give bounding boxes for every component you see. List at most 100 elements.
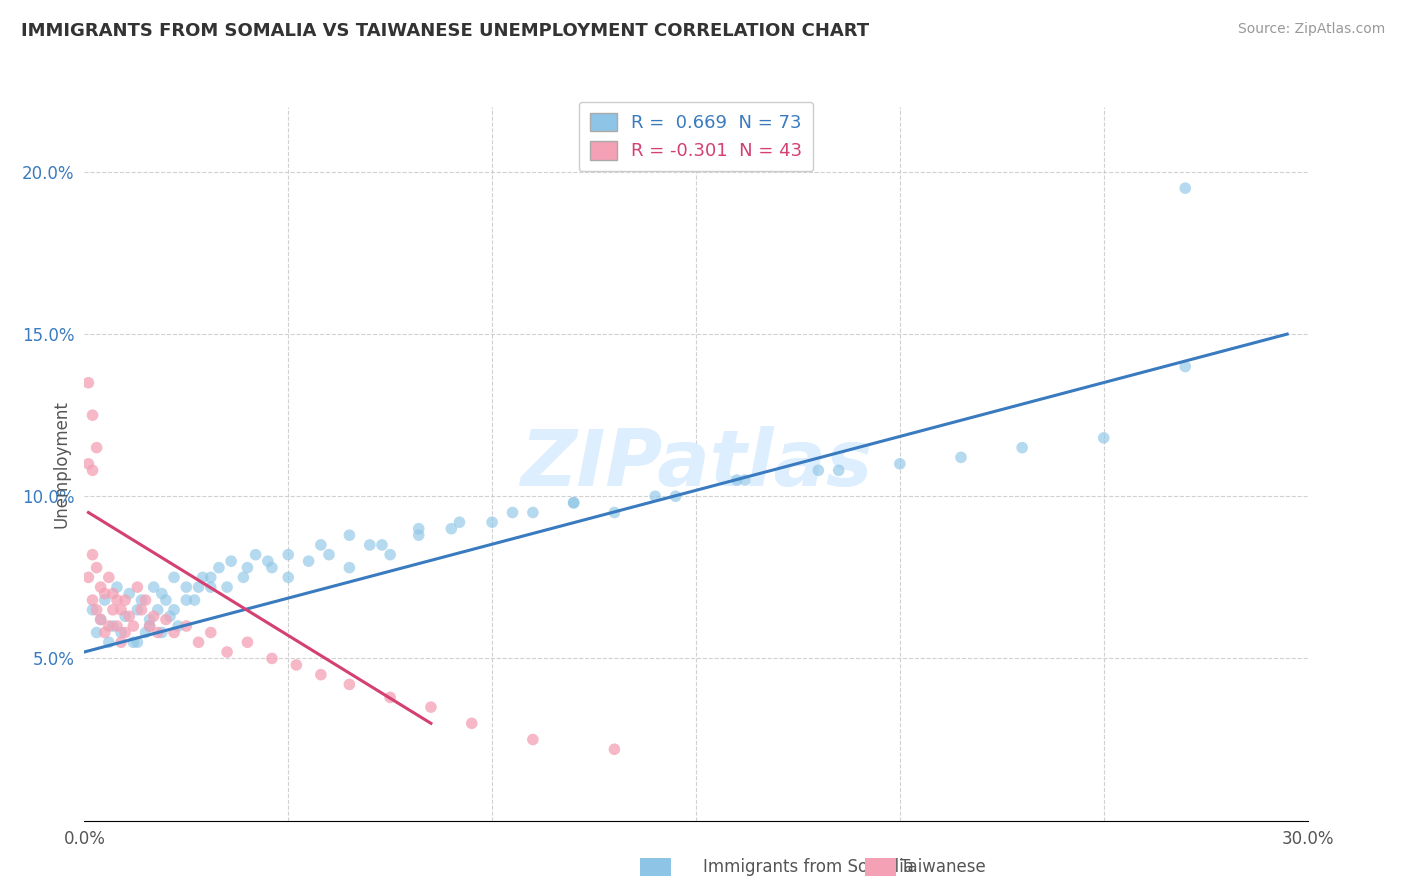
Point — [135, 625, 157, 640]
Point — [163, 603, 186, 617]
Point — [86, 560, 108, 574]
Point — [97, 570, 120, 584]
Point — [380, 690, 402, 705]
Text: ZIPatlas: ZIPatlas — [520, 425, 872, 502]
Point — [122, 635, 145, 649]
Point — [183, 593, 205, 607]
Point — [1174, 359, 1197, 374]
Point — [138, 619, 160, 633]
Point — [135, 593, 157, 607]
Point — [167, 619, 190, 633]
Point — [159, 609, 181, 624]
Point — [122, 619, 145, 633]
Point — [110, 603, 132, 617]
Point — [408, 528, 430, 542]
Point — [208, 560, 231, 574]
Point — [86, 441, 108, 455]
Point — [807, 463, 830, 477]
Point — [127, 635, 149, 649]
Point — [142, 580, 165, 594]
Point — [217, 580, 239, 594]
Point — [131, 603, 153, 617]
Point — [105, 580, 128, 594]
Point — [217, 645, 239, 659]
Point — [440, 522, 463, 536]
Point — [114, 625, 136, 640]
Point — [101, 586, 124, 600]
Point — [200, 625, 222, 640]
Point — [118, 609, 141, 624]
Point — [309, 667, 332, 681]
Point — [191, 570, 214, 584]
Y-axis label: Unemployment: Unemployment — [52, 400, 70, 528]
Point — [481, 515, 503, 529]
Point — [97, 635, 120, 649]
Point — [725, 473, 748, 487]
Point — [101, 619, 124, 633]
Point — [97, 619, 120, 633]
Point — [603, 506, 626, 520]
Point — [236, 560, 259, 574]
Point — [82, 593, 104, 607]
Point — [1174, 181, 1197, 195]
Point — [101, 603, 124, 617]
Text: Immigrants from Somalia: Immigrants from Somalia — [703, 858, 914, 876]
Point — [257, 554, 280, 568]
Point — [449, 515, 471, 529]
Point — [118, 586, 141, 600]
Point — [174, 593, 197, 607]
Point — [93, 593, 115, 607]
Point — [461, 716, 484, 731]
Point — [82, 603, 104, 617]
Point — [93, 625, 115, 640]
Point — [146, 625, 169, 640]
Point — [309, 538, 332, 552]
Point — [522, 732, 544, 747]
Point — [90, 613, 112, 627]
Point — [562, 496, 585, 510]
Point — [889, 457, 911, 471]
Point — [644, 489, 666, 503]
Point — [277, 548, 299, 562]
Point — [114, 593, 136, 607]
Point — [105, 593, 128, 607]
Point — [359, 538, 381, 552]
Point — [105, 619, 128, 633]
Point — [86, 603, 108, 617]
Text: Source: ZipAtlas.com: Source: ZipAtlas.com — [1237, 22, 1385, 37]
Point — [127, 603, 149, 617]
Point — [163, 570, 186, 584]
Point — [277, 570, 299, 584]
Point — [339, 528, 361, 542]
Point — [828, 463, 851, 477]
Point — [245, 548, 267, 562]
Point — [236, 635, 259, 649]
Point — [298, 554, 321, 568]
Point — [127, 580, 149, 594]
Point — [950, 450, 973, 465]
Point — [110, 635, 132, 649]
Point — [522, 506, 544, 520]
Point — [86, 625, 108, 640]
Point — [562, 496, 585, 510]
Point — [380, 548, 402, 562]
Point — [1011, 441, 1033, 455]
Point — [219, 554, 242, 568]
Text: Taiwanese: Taiwanese — [900, 858, 986, 876]
Point — [174, 580, 197, 594]
Legend: R =  0.669  N = 73, R = -0.301  N = 43: R = 0.669 N = 73, R = -0.301 N = 43 — [579, 102, 813, 171]
Point — [408, 522, 430, 536]
Point — [285, 657, 308, 672]
Point — [131, 593, 153, 607]
Point — [339, 677, 361, 691]
Point — [318, 548, 340, 562]
Point — [146, 603, 169, 617]
Point — [371, 538, 394, 552]
Point — [665, 489, 688, 503]
Point — [93, 586, 115, 600]
Point — [200, 570, 222, 584]
Point — [90, 580, 112, 594]
Point — [200, 580, 222, 594]
Point — [138, 613, 160, 627]
Point — [260, 651, 283, 665]
